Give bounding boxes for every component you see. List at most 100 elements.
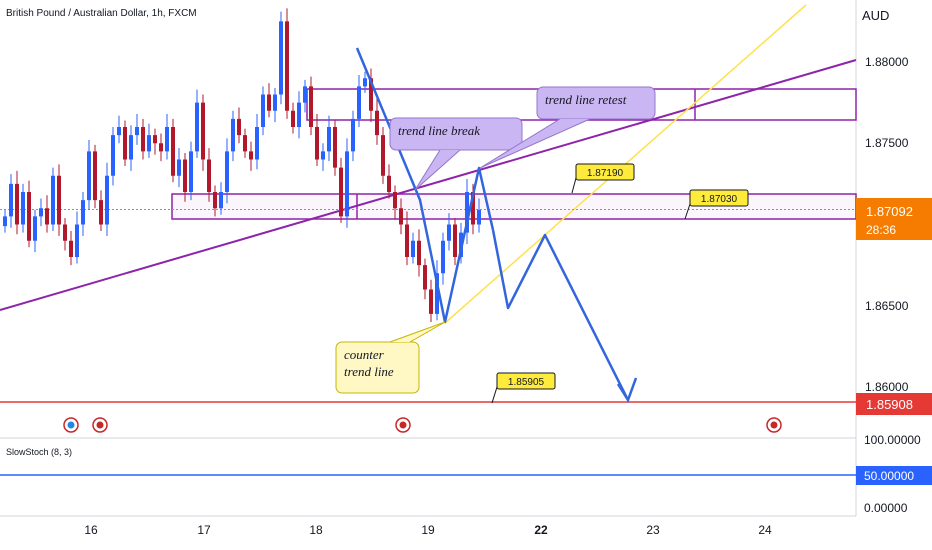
candle-body — [315, 127, 319, 160]
candle-body — [231, 118, 235, 152]
candle — [309, 76, 313, 136]
candle-body — [465, 192, 469, 233]
candle-body — [333, 127, 337, 168]
candle-body — [309, 86, 313, 127]
candle — [405, 211, 409, 266]
candle-body — [237, 118, 241, 136]
candle — [339, 157, 343, 223]
candle — [153, 128, 157, 155]
candle-body — [279, 21, 283, 95]
currency-label: AUD — [862, 8, 890, 23]
candle-body — [393, 192, 397, 209]
candle — [189, 141, 193, 201]
candle-body — [405, 224, 409, 257]
candle — [207, 148, 211, 202]
candle-body — [75, 224, 79, 257]
candle — [201, 94, 205, 171]
oscillator-level-tag — [856, 466, 932, 485]
candle-body — [135, 127, 139, 136]
callout-counter-trend-line: counter trend line — [335, 321, 446, 394]
price-label-support-leader — [491, 386, 498, 404]
price-label-support: 1.85905 — [491, 372, 556, 404]
candle-body — [81, 200, 85, 225]
candle-body — [129, 135, 133, 160]
candle — [279, 11, 283, 105]
candle — [273, 88, 277, 123]
candle — [345, 138, 349, 228]
candle — [255, 114, 259, 170]
candle — [249, 141, 253, 171]
candle-body — [99, 200, 103, 225]
candle-body — [45, 208, 49, 225]
candle — [321, 143, 325, 171]
candle-body — [33, 216, 37, 241]
price-label-lower-text: 1.87030 — [701, 194, 738, 205]
candle-body — [303, 86, 307, 103]
candle-body — [111, 135, 115, 176]
time-axis-label: 22 — [534, 523, 548, 537]
time-axis-label: 24 — [758, 523, 772, 537]
main-trend-line — [0, 59, 857, 311]
candle-body — [339, 167, 343, 217]
candle-body — [159, 143, 163, 152]
time-axis-label: 17 — [197, 523, 211, 537]
candle — [285, 8, 289, 119]
candle-body — [63, 224, 67, 241]
price-label-support-text: 1.85905 — [508, 377, 545, 388]
callout-counter-trend-line-box — [335, 341, 420, 394]
candle — [387, 164, 391, 199]
candle-body — [105, 175, 109, 225]
candle — [117, 115, 121, 144]
candle-body — [411, 240, 415, 257]
candle-body — [27, 192, 31, 241]
candle-body — [3, 216, 7, 227]
candle — [267, 83, 271, 118]
callout-trend-line-retest-text: trend line retest — [545, 92, 627, 107]
candle — [375, 97, 379, 145]
candle-body — [189, 151, 193, 192]
candle-body — [183, 159, 187, 192]
candle — [381, 127, 385, 184]
candle-body — [447, 224, 451, 241]
candle — [141, 118, 145, 160]
candle — [363, 71, 367, 93]
candle-body — [369, 78, 373, 111]
candle — [69, 231, 73, 266]
candle — [57, 164, 61, 236]
candle-body — [51, 175, 55, 225]
candle — [147, 123, 151, 158]
candle — [441, 232, 445, 285]
candle — [99, 190, 103, 231]
candle-body — [57, 175, 61, 225]
candle — [399, 198, 403, 235]
candle-body — [93, 151, 97, 201]
candle — [429, 279, 433, 322]
candle-body — [177, 159, 181, 176]
candle-body — [273, 94, 277, 111]
candle-body — [435, 273, 439, 314]
candle — [75, 211, 79, 264]
candle — [315, 114, 319, 166]
oscillator-tick: 50.00000 — [864, 469, 914, 483]
event-icon-dot — [67, 421, 75, 429]
candle-body — [165, 127, 169, 152]
candle-body — [387, 175, 391, 192]
candle — [111, 127, 115, 186]
candle-body — [39, 208, 43, 217]
candle-body — [201, 102, 205, 160]
candle-body — [147, 135, 151, 152]
candle-body — [441, 240, 445, 274]
candle — [243, 128, 247, 158]
candle — [135, 114, 139, 145]
candle-body — [153, 135, 157, 144]
candle — [171, 118, 175, 183]
price-tick-label: 1.86000 — [865, 380, 909, 394]
projection-path — [491, 229, 630, 401]
candle-body — [225, 151, 229, 192]
candle-body — [21, 192, 25, 225]
candle — [123, 120, 127, 166]
candle — [303, 79, 307, 113]
candle-body — [351, 118, 355, 152]
price-tick-label: 1.86500 — [865, 299, 909, 313]
